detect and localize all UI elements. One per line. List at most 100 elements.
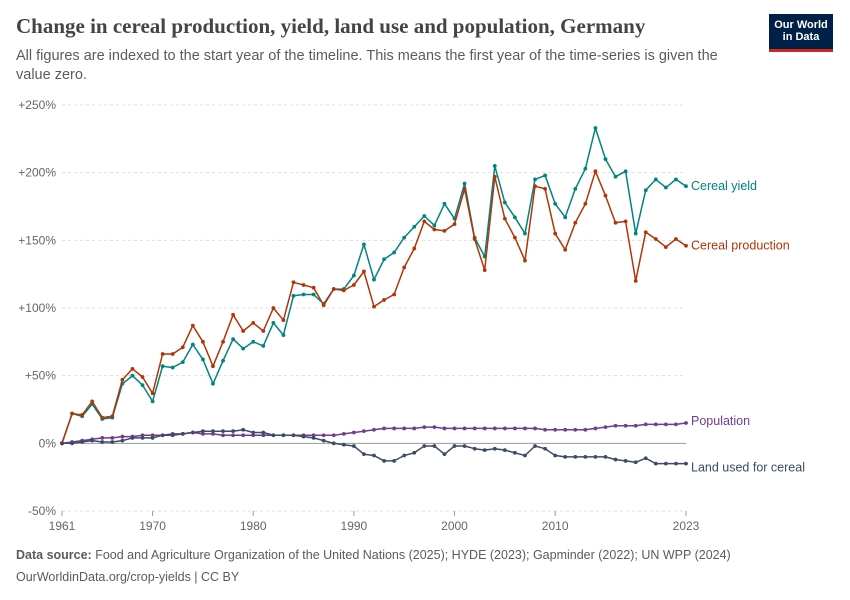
population-point <box>573 427 578 432</box>
x-tick-label: 1980 <box>240 519 267 533</box>
cereal-yield-point <box>201 357 205 362</box>
cereal-production-point <box>663 245 668 250</box>
cereal-production-point <box>553 231 558 236</box>
cereal-production-point <box>462 187 467 191</box>
population-point <box>613 423 618 428</box>
land-used-for-cereal-point <box>372 453 376 458</box>
population-point <box>513 426 517 431</box>
population-point <box>321 433 326 438</box>
cereal-production-point <box>231 312 235 317</box>
cereal-yield-point <box>382 257 386 262</box>
cereal-production-point <box>372 304 376 309</box>
cereal-production-point <box>70 411 74 416</box>
land-used-for-cereal-point <box>281 433 286 438</box>
cereal-yield-point <box>311 292 316 297</box>
population-point <box>140 433 145 438</box>
cereal-production-point <box>180 345 185 350</box>
cereal-production-point <box>170 352 175 356</box>
cereal-production-point <box>110 414 115 419</box>
population-point <box>674 422 678 427</box>
owid-logo[interactable]: Our World in Data <box>769 14 833 52</box>
x-tick-label: 1970 <box>139 519 166 533</box>
cereal-production-point <box>321 303 326 308</box>
population-point <box>623 423 628 428</box>
cereal-yield-line <box>61 127 687 444</box>
population-point <box>482 426 487 431</box>
population-point <box>392 426 397 431</box>
land-used-for-cereal-point <box>392 459 397 463</box>
population-point <box>351 430 356 435</box>
land-used-for-cereal-point <box>160 433 165 438</box>
land-used-for-cereal-point <box>201 429 205 434</box>
cereal-production-point <box>643 230 648 235</box>
population-point <box>382 426 386 431</box>
cereal-yield-point <box>261 343 266 348</box>
land-used-for-cereal-point <box>623 459 628 463</box>
cereal-production-point <box>362 269 366 274</box>
land-used-for-cereal-point <box>452 444 457 448</box>
cereal-production-point <box>613 220 618 225</box>
cereal-yield-point <box>543 173 547 178</box>
land-used-for-cereal-point <box>80 440 85 444</box>
land-used-for-cereal-point <box>663 461 668 466</box>
cereal-production-point <box>684 243 688 248</box>
y-tick-label: +250% <box>18 98 56 112</box>
cereal-production-point <box>311 285 316 290</box>
cereal-yield-point <box>563 215 568 220</box>
cereal-production-point <box>523 258 527 263</box>
cereal-yield-point <box>502 200 507 205</box>
cereal-yield-point <box>442 201 447 206</box>
land-used-for-cereal-point <box>291 433 296 438</box>
cereal-production-point <box>120 377 125 382</box>
population-point <box>603 425 608 429</box>
logo-line-2: in Data <box>782 31 820 43</box>
population-point <box>523 426 527 431</box>
population-point <box>593 426 598 431</box>
source-url[interactable]: OurWorldinData.org/crop-yields | CC BY <box>16 570 240 584</box>
land-used-for-cereal-point <box>674 461 678 466</box>
cereal-yield-point <box>130 373 135 378</box>
cereal-production-point <box>221 339 225 344</box>
cereal-production-point <box>150 391 155 396</box>
cereal-production-point <box>422 219 427 224</box>
land-used-for-cereal-point <box>492 446 497 451</box>
land-used-for-cereal-point <box>321 438 326 443</box>
cereal-production-point <box>623 219 628 224</box>
cereal-production-point <box>543 187 547 191</box>
cereal-yield-point <box>533 177 537 182</box>
population-point <box>663 422 668 427</box>
cereal-yield-point <box>412 224 417 229</box>
cereal-yield-point <box>643 188 648 193</box>
land-used-for-cereal-point <box>241 427 246 432</box>
cereal-production-point <box>392 292 397 297</box>
land-used-for-cereal-point <box>311 436 316 440</box>
cereal-production-point <box>674 237 678 241</box>
y-tick-label: +150% <box>18 233 56 247</box>
cereal-yield-point <box>553 201 558 206</box>
land-used-for-cereal-point <box>341 442 346 447</box>
cereal-production-point <box>563 247 568 252</box>
population-point <box>684 421 688 425</box>
cereal-production-point <box>291 280 296 285</box>
cereal-production-point <box>211 364 215 369</box>
cereal-production-point <box>100 415 105 420</box>
land-used-for-cereal-point <box>633 460 638 465</box>
cereal-yield-point <box>281 333 286 337</box>
cereal-production-point <box>442 228 447 233</box>
cereal-production-point <box>633 279 638 283</box>
land-used-for-cereal-point <box>331 441 336 446</box>
population-point <box>583 427 588 432</box>
chart-subtitle: All figures are indexed to the start yea… <box>16 48 718 83</box>
cereal-yield-point <box>603 157 608 162</box>
cereal-production-point <box>261 329 266 333</box>
cereal-yield-point <box>613 174 618 179</box>
y-tick-label: +200% <box>18 166 56 180</box>
cereal-yield-point <box>674 177 678 182</box>
land-used-for-cereal-point <box>422 444 427 448</box>
population-point <box>241 433 246 438</box>
population-point <box>422 425 427 429</box>
population-point <box>462 426 467 431</box>
population-point <box>201 431 205 436</box>
population-point <box>653 422 658 427</box>
land-used-for-cereal-point <box>502 448 507 452</box>
